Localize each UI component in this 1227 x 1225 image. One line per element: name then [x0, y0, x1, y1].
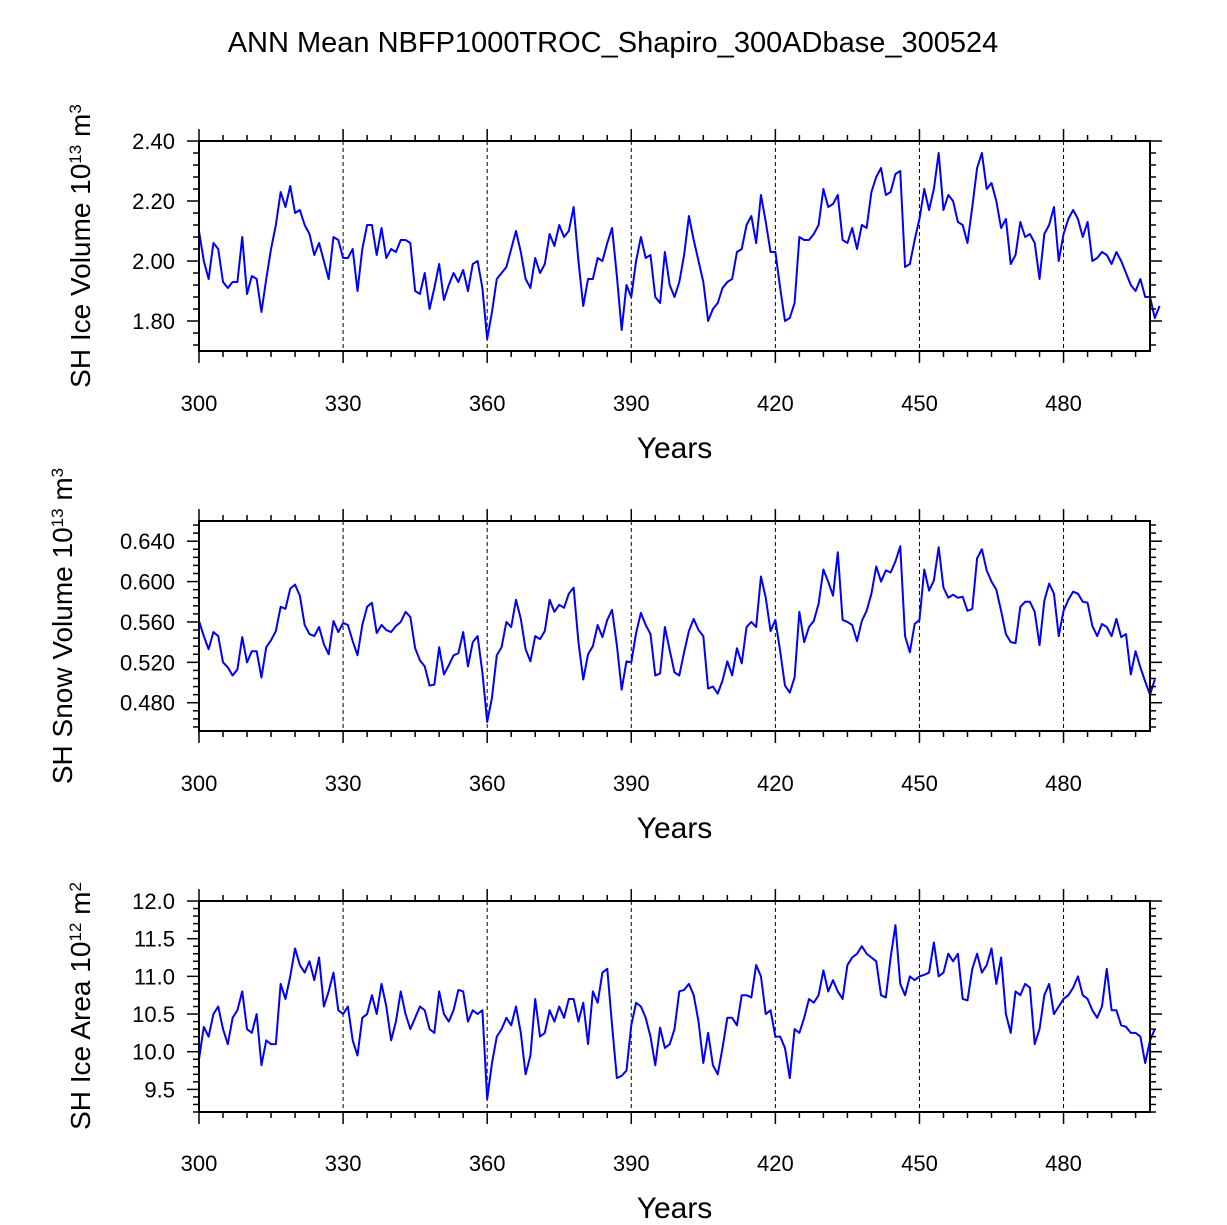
plot-frame — [198, 140, 1151, 352]
series-line — [198, 545, 1156, 723]
x-tick-label: 330 — [325, 1151, 362, 1176]
x-tick-label: 480 — [1045, 771, 1082, 796]
y-axis-label-unit-exp: 3 — [48, 468, 67, 477]
y-tick-label: 10.0 — [132, 1040, 175, 1065]
y-axis-label-unit: m — [65, 114, 96, 145]
y-tick-label: 2.00 — [132, 249, 175, 274]
x-tick-label: 360 — [469, 391, 506, 416]
y-tick-label: 2.40 — [132, 129, 175, 154]
x-tick-label: 480 — [1045, 1151, 1082, 1176]
y-tick-label: 12.0 — [132, 889, 175, 914]
x-tick-label: 330 — [325, 771, 362, 796]
y-tick-label: 0.640 — [120, 529, 175, 554]
y-axis-label-unit-exp: 3 — [66, 104, 85, 113]
y-tick-label: 0.520 — [120, 650, 175, 675]
y-tick-label: 10.5 — [132, 1002, 175, 1027]
y-axis-label-exp: 12 — [66, 923, 85, 942]
y-tick-label: 0.600 — [120, 570, 175, 595]
x-tick-label: 300 — [181, 771, 218, 796]
x-tick-label: 390 — [613, 1151, 650, 1176]
y-tick-label: 11.0 — [134, 964, 175, 989]
y-axis-label-unit: m — [47, 477, 78, 508]
x-tick-label: 390 — [613, 391, 650, 416]
x-tick-label: 390 — [613, 771, 650, 796]
y-tick-label: 1.80 — [132, 309, 175, 334]
panel-2: 300 330 360 390 420 450 480 0.480 0.520 0.560 0.60… — [47, 468, 1162, 845]
x-tick-label: 420 — [757, 771, 794, 796]
x-tick-label: 450 — [901, 771, 938, 796]
y-axis-label: SH Ice Area 1012 m2 — [65, 882, 96, 1130]
x-tick-label: 360 — [469, 771, 506, 796]
x-axis-label: Years — [637, 812, 713, 845]
y-tick-label: 2.20 — [132, 189, 175, 214]
y-axis-label-unit-exp: 2 — [66, 882, 85, 891]
x-tick-label: 420 — [757, 1151, 794, 1176]
y-axis-label: SH Snow Volume 1013 m3 — [47, 468, 78, 784]
y-axis-label-text: SH Snow Volume 10 — [47, 527, 78, 784]
plot-frame — [198, 520, 1151, 732]
x-tick-label: 300 — [181, 1151, 218, 1176]
plot-frame — [198, 900, 1151, 1113]
y-axis-label-exp: 13 — [48, 508, 67, 527]
panel-1: 300 330 360 390 420 450 480 1.80 2.00 2.20 2.40 Yea… — [65, 104, 1162, 465]
y-axis-label: SH Ice Volume 1013 m3 — [65, 104, 96, 388]
x-tick-label: 450 — [901, 1151, 938, 1176]
y-tick-label: 9.5 — [144, 1077, 175, 1102]
y-tick-label: 11.5 — [134, 927, 175, 952]
x-tick-label: 330 — [325, 391, 362, 416]
series-line — [198, 152, 1161, 340]
x-tick-label: 480 — [1045, 391, 1082, 416]
figure-title: ANN Mean NBFP1000TROC_Shapiro_300ADbase_… — [228, 27, 999, 59]
y-axis-label-text: SH Ice Area 10 — [65, 942, 96, 1130]
y-axis-label-unit: m — [65, 892, 96, 923]
x-axis-label: Years — [637, 432, 713, 465]
y-tick-label: 0.560 — [120, 610, 175, 635]
series-line — [198, 924, 1156, 1101]
x-tick-label: 360 — [469, 1151, 506, 1176]
panel-3: 300 330 360 390 420 450 480 9.5 10.0 10.5 11.0 11.5… — [65, 882, 1162, 1225]
x-axis-label: Years — [637, 1192, 713, 1225]
x-tick-label: 420 — [757, 391, 794, 416]
y-axis-label-text: SH Ice Volume 10 — [65, 164, 96, 388]
y-tick-label: 0.480 — [120, 691, 175, 716]
x-tick-label: 300 — [181, 391, 218, 416]
x-tick-label: 450 — [901, 391, 938, 416]
y-axis-label-exp: 13 — [66, 145, 85, 164]
